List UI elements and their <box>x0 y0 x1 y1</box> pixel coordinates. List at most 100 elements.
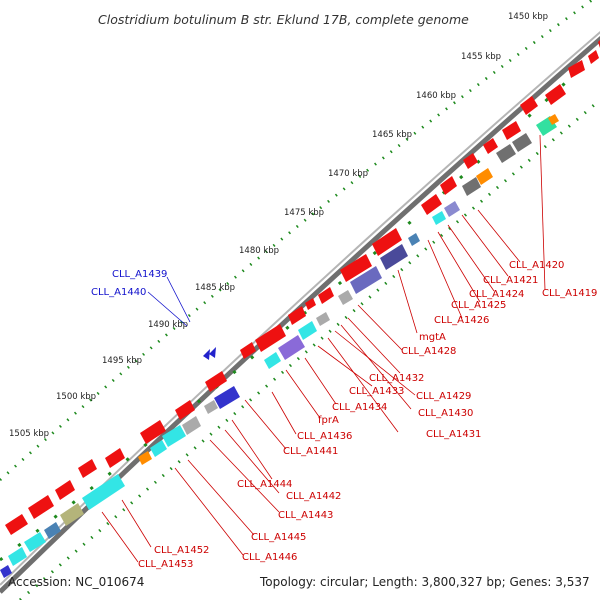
leader-lines <box>101 134 546 563</box>
gene-label: CLL_A1432 <box>369 373 424 384</box>
gene-arrow <box>240 342 256 359</box>
gene-arrow <box>483 138 498 154</box>
gene-block <box>380 244 408 270</box>
gene-arrow <box>5 514 28 535</box>
gene-label: CLL_A1453 <box>138 559 193 570</box>
gene-arrow <box>440 176 457 195</box>
gene-block <box>496 144 516 163</box>
tick-label: 1495 kbp <box>102 356 142 366</box>
gene-label: CLL_A1421 <box>483 275 538 286</box>
gene-arrow <box>175 400 195 420</box>
gene-block <box>8 547 27 566</box>
inner-tick-ring <box>19 98 600 600</box>
gene-arrow <box>340 254 372 282</box>
gene-arrow <box>28 495 54 519</box>
gene-block <box>432 211 446 225</box>
tick-label: 1500 kbp <box>56 392 96 402</box>
gene-arrow <box>78 459 97 478</box>
gene-block <box>138 451 152 465</box>
cog-gene-track <box>0 114 559 578</box>
gene-block <box>264 352 281 369</box>
gene-block <box>408 233 420 246</box>
gene-block <box>44 522 61 539</box>
gene-label: CLL_A1452 <box>154 545 209 556</box>
gene-label: CLL_A1428 <box>401 346 456 357</box>
gene-block <box>512 133 532 152</box>
position-ticks: 1450 kbp 1455 kbp 1460 kbp 1465 kbp 1470… <box>9 12 548 439</box>
gene-arrow <box>502 121 521 140</box>
gene-label: CLL_A1424 <box>469 289 524 300</box>
gene-label: CLL_A1436 <box>297 431 352 442</box>
tick-label: 1485 kbp <box>195 283 235 293</box>
gene-arrow <box>305 298 316 310</box>
rna-arrow <box>203 349 210 360</box>
gene-block <box>298 321 317 340</box>
tick-label: 1480 kbp <box>239 246 279 256</box>
forward-gene-track <box>5 40 600 535</box>
gene-block <box>548 114 559 125</box>
tick-label: 1490 kbp <box>148 320 188 330</box>
gene-arrow <box>255 324 286 352</box>
gene-block <box>316 312 330 326</box>
gene-block <box>60 503 84 526</box>
gene-block <box>0 565 12 578</box>
gene-label: CLL_A1441 <box>283 446 338 457</box>
gene-arrow <box>105 448 125 468</box>
rna-labels: CLL_A1439 CLL_A1440 <box>91 269 167 298</box>
gene-arrow <box>421 194 442 215</box>
gene-label: CLL_A1446 <box>242 552 297 563</box>
rna-arrow <box>209 347 216 358</box>
gene-arrow <box>520 96 538 115</box>
gene-block <box>214 386 240 409</box>
gene-label: CLL_A1433 <box>349 386 404 397</box>
tick-label: 1470 kbp <box>328 169 368 179</box>
map-title: Clostridium botulinum B str. Eklund 17B,… <box>98 12 469 27</box>
tick-label: 1455 kbp <box>461 52 501 62</box>
gene-block <box>150 440 167 457</box>
tick-label: 1465 kbp <box>372 130 412 140</box>
gene-label: fprA <box>318 415 339 426</box>
gene-arrow <box>205 371 227 392</box>
gene-arrow <box>318 287 334 304</box>
gene-block <box>162 425 186 447</box>
tick-label: 1505 kbp <box>9 429 49 439</box>
gene-arrow <box>288 306 306 325</box>
tick-label: 1460 kbp <box>416 91 456 101</box>
gene-block <box>476 168 493 185</box>
gene-label: CLL_A1431 <box>426 429 481 440</box>
gene-block <box>82 474 125 510</box>
gene-label: CLL_A1429 <box>416 391 471 402</box>
tick-label: 1450 kbp <box>508 12 548 22</box>
gene-label: CLL_A1444 <box>237 479 292 490</box>
gene-label: CLL_A1419 <box>542 288 597 299</box>
gene-label: CLL_A1420 <box>509 260 564 271</box>
gene-block <box>350 266 382 294</box>
gene-arrow <box>545 84 566 105</box>
gene-block <box>204 400 218 414</box>
gene-arrow <box>372 228 402 256</box>
gene-arrow <box>568 60 585 78</box>
gene-labels: CLL_A1420 CLL_A1421 CLL_A1419 CLL_A1424 … <box>138 260 597 570</box>
gene-label: CLL_A1426 <box>434 315 489 326</box>
gene-block <box>338 290 353 305</box>
gene-label: CLL_A1430 <box>418 408 473 419</box>
outer-tick-ring <box>0 0 593 482</box>
gene-block <box>182 416 201 435</box>
gene-label: CLL_A1443 <box>278 510 333 521</box>
tick-label: 1475 kbp <box>284 208 324 218</box>
gene-label: CLL_A1425 <box>451 300 506 311</box>
gene-block <box>444 201 460 217</box>
rna-gene-label: CLL_A1439 <box>112 269 167 280</box>
genome-summary-text: Topology: circular; Length: 3,800,327 bp… <box>259 575 590 589</box>
gene-label: CLL_A1434 <box>332 402 387 413</box>
gene-block <box>462 177 481 196</box>
rna-leader-lines <box>147 276 191 327</box>
gene-arrow <box>140 420 166 444</box>
gene-block <box>24 532 46 552</box>
rna-track <box>203 347 216 360</box>
gene-block <box>278 335 305 360</box>
rna-gene-label: CLL_A1440 <box>91 287 146 298</box>
gene-arrow <box>588 50 599 64</box>
gene-label: mgtA <box>419 332 446 343</box>
